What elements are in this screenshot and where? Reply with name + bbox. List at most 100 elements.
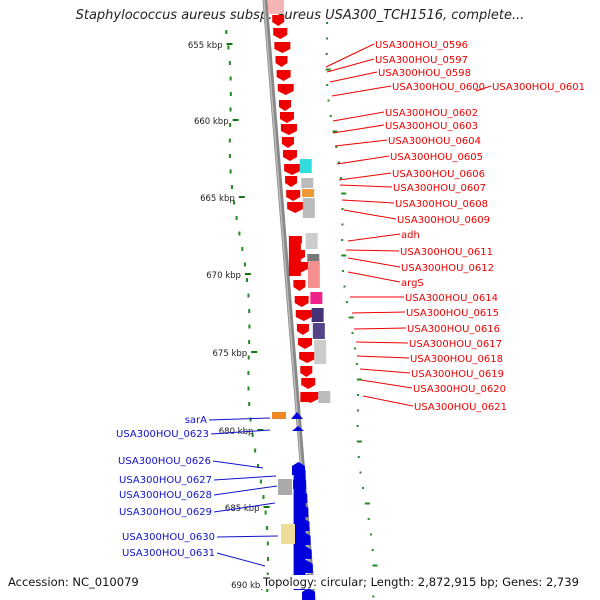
gc-dot — [341, 270, 344, 272]
label-leader — [360, 379, 413, 389]
gene-label: USA300HOU_0627 — [119, 475, 212, 486]
gc-dot — [235, 216, 238, 220]
gc-dot — [229, 92, 232, 96]
forward-gene — [296, 324, 309, 335]
forward-gene — [277, 84, 294, 95]
gc-dot — [364, 502, 370, 505]
label-leader — [332, 124, 385, 134]
gc-dot — [247, 386, 250, 391]
label-leader — [475, 85, 492, 92]
label-leader — [331, 85, 392, 97]
gc-dot — [248, 340, 251, 344]
gene-label: USA300HOU_0621 — [414, 402, 507, 413]
gene-box — [311, 308, 324, 322]
gene-label: USA300HOU_0596 — [375, 40, 468, 51]
forward-gene — [286, 190, 301, 201]
gene-box — [310, 292, 323, 304]
gene-label: USA300HOU_0600 — [392, 82, 485, 93]
reverse-gene — [293, 470, 306, 590]
forward-gene — [268, 0, 284, 14]
gc-dot — [343, 285, 346, 288]
label-leader — [362, 395, 414, 407]
label-leader — [216, 535, 279, 538]
forward-gene — [294, 296, 309, 307]
forward-gene — [284, 164, 301, 175]
gc-dot — [356, 440, 362, 443]
gc-dot — [264, 510, 267, 515]
gc-dot — [354, 347, 357, 350]
gc-dot — [241, 247, 244, 251]
gc-dot — [371, 549, 374, 551]
gc-dot — [232, 200, 235, 205]
gc-content-dots — [325, 22, 378, 598]
gc-dot — [356, 409, 359, 412]
gene-box — [302, 189, 315, 197]
reverse-gene — [291, 412, 303, 419]
gc-dot — [355, 363, 358, 365]
gc-dot — [249, 417, 252, 422]
gc-dot — [229, 107, 232, 112]
gc-dot — [251, 433, 254, 437]
accession-text: Accession: NC_010079 — [8, 575, 139, 589]
gc-dot — [329, 115, 332, 117]
forward-gene — [273, 28, 288, 39]
gene-label: USA300HOU_0628 — [119, 490, 212, 501]
gene-box — [312, 323, 325, 339]
gc-dot — [325, 53, 328, 55]
label-leader — [325, 43, 375, 68]
gene-label: USA300HOU_0602 — [385, 108, 478, 119]
forward-gene — [288, 236, 301, 276]
label-leader — [347, 257, 401, 268]
gc-dot — [229, 123, 232, 127]
gene-label: USA300HOU_0629 — [119, 507, 212, 518]
gc-dot — [367, 518, 370, 520]
gene-label: adh — [401, 230, 420, 241]
gc-dot — [225, 30, 228, 34]
gene-box — [305, 233, 318, 249]
sarA-gene-box — [272, 412, 286, 419]
gc-dot — [248, 309, 251, 313]
label-leader — [343, 209, 397, 220]
tick-label: 670 kbp — [206, 271, 241, 281]
gene-label: USA300HOU_0611 — [400, 247, 493, 258]
gc-dot — [341, 223, 344, 226]
gene-box — [314, 340, 327, 364]
gene-box — [302, 198, 315, 218]
gc-dot — [228, 61, 231, 65]
gc-dot — [229, 76, 232, 81]
tick-label: 690 kbp — [231, 581, 266, 591]
forward-gene — [283, 150, 297, 161]
forward-gene — [279, 100, 291, 111]
gene-label: USA300HOU_0598 — [378, 68, 471, 79]
forward-gene — [272, 15, 285, 26]
gc-dot — [257, 464, 260, 468]
label-leader — [339, 184, 393, 188]
gene-label: USA300HOU_0626 — [118, 456, 211, 467]
label-lines — [208, 43, 492, 567]
tick-label: 685 kbp — [225, 504, 260, 514]
gene-features — [268, 0, 331, 600]
gene-label: USA300HOU_0620 — [413, 384, 506, 395]
label-leader — [341, 199, 395, 204]
gc-dot — [337, 161, 340, 164]
gc-dot — [351, 332, 354, 334]
label-leader — [347, 233, 401, 242]
forward-gene — [298, 338, 313, 349]
forward-gene — [299, 352, 316, 363]
forward-gene — [293, 280, 306, 291]
forward-gene — [280, 124, 297, 135]
forward-gene — [276, 70, 291, 81]
label-leader — [359, 368, 411, 374]
forward-gene — [285, 176, 298, 187]
gc-dot — [266, 557, 269, 561]
gc-dot — [327, 99, 330, 102]
label-leader — [336, 155, 390, 165]
gene-box — [307, 261, 320, 288]
gc-dot — [326, 22, 329, 24]
gene-label: USA300HOU_0607 — [393, 183, 486, 194]
tick-label: 675 kbp — [213, 349, 248, 359]
gene-label: USA300HOU_0614 — [405, 293, 498, 304]
gene-label: USA300HOU_0619 — [411, 369, 504, 380]
gene-label: USA300HOU_0608 — [395, 199, 488, 210]
label-leader — [208, 417, 271, 421]
